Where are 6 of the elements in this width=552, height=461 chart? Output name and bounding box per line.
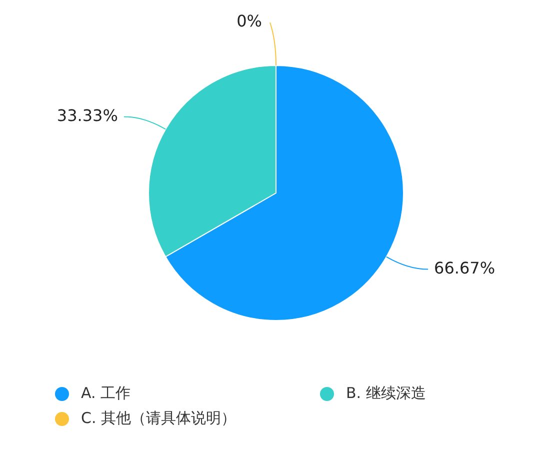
legend-label: B. 继续深造 — [346, 384, 426, 403]
data-label: 33.33% — [56, 106, 118, 125]
legend-label: A. 工作 — [81, 384, 131, 403]
legend-label: C. 其他（请具体说明） — [81, 409, 236, 428]
data-label: 66.67% — [434, 258, 496, 278]
text: 0% — [236, 12, 262, 31]
